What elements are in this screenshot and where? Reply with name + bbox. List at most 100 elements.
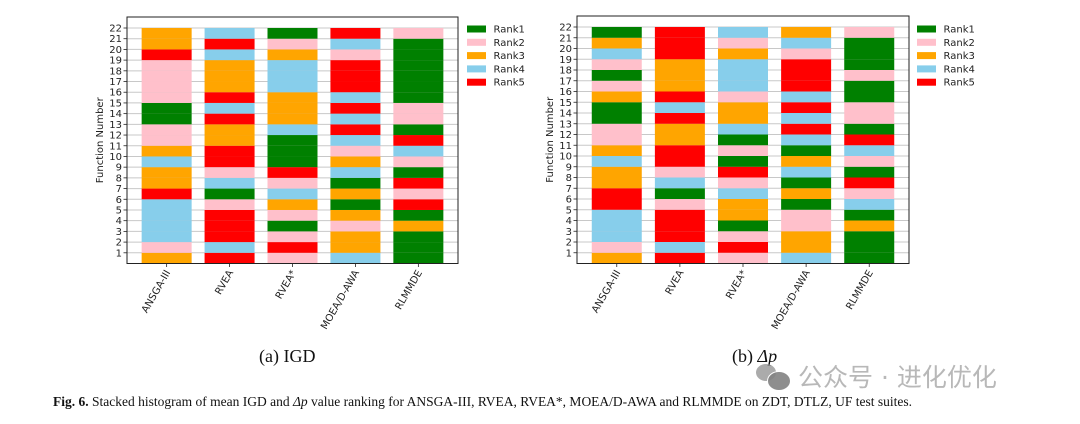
legend-swatch-rank1 (467, 25, 486, 33)
bar-segment-f6 (781, 199, 832, 210)
bar-rvea (718, 27, 768, 264)
legend-swatch-rank4 (917, 65, 936, 73)
bar-segment-f11 (844, 145, 895, 156)
y-tick-label: 18 (559, 66, 572, 77)
bar-segment-f16 (591, 91, 642, 103)
bar-segment-f13 (718, 123, 768, 135)
bar-segment-f6 (654, 199, 705, 210)
bar-segment-f12 (330, 135, 381, 146)
bar-segment-f19 (330, 60, 381, 71)
bar-segment-f19 (591, 59, 642, 70)
bar-segment-f20 (204, 49, 255, 61)
bar-segment-f22 (654, 27, 705, 38)
bar-rvea (654, 27, 705, 264)
bar-segment-f4 (781, 220, 832, 232)
bar-segment-f9 (330, 167, 381, 178)
bar-segment-f18 (204, 70, 255, 82)
bar-rlmmde (844, 27, 895, 264)
subcaption-a: (a) IGD (259, 346, 315, 367)
axes-frame (576, 15, 910, 264)
bar-segment-f7 (330, 188, 381, 200)
bar-segment-f10 (330, 156, 381, 168)
y-tick-label: 12 (559, 130, 572, 141)
bar-segment-f15 (393, 102, 444, 114)
figure-caption-text-1: Stacked histogram of mean IGD and (92, 394, 290, 409)
bar-segment-f6 (591, 199, 642, 210)
bar-segment-f22 (591, 27, 642, 38)
bar-segment-f3 (654, 231, 705, 242)
legend-swatch-rank3 (467, 52, 486, 60)
subcaption-b: (b) Δp (732, 346, 777, 367)
bar-segment-f5 (330, 209, 381, 221)
bar-segment-f18 (141, 70, 192, 82)
legend-swatch-rank3 (917, 52, 936, 60)
bar-segment-f15 (591, 102, 642, 113)
bar-segment-f11 (591, 145, 642, 156)
bar-segment-f4 (141, 220, 192, 232)
y-tick-label: 17 (559, 76, 572, 87)
bar-segment-f3 (204, 231, 255, 243)
bar-segment-f12 (781, 134, 832, 146)
bar-segment-f17 (844, 80, 895, 92)
bar-segment-f17 (267, 81, 318, 93)
y-tick-label: 4 (116, 216, 122, 227)
bar-segment-f22 (844, 27, 895, 38)
watermark: 公众号 · 进化优化 (756, 358, 997, 394)
bar-segment-f18 (844, 70, 895, 81)
bar-segment-f17 (654, 80, 705, 92)
y-tick-label: 15 (559, 98, 572, 109)
deltap-rank-chart: ANSGA-III RVEA RVEA* MOEA/D-AWA RLMMDE123456… (545, 15, 975, 332)
bar-segment-f9 (591, 166, 642, 178)
bar-segment-f17 (718, 80, 768, 92)
y-tick-label: 18 (109, 66, 122, 77)
bar-segment-f11 (718, 145, 768, 156)
bar-segment-f17 (781, 80, 832, 92)
bar-segment-f21 (204, 38, 255, 50)
bar-segment-f12 (844, 134, 895, 146)
bar-segment-f11 (330, 145, 381, 157)
y-tick-label: 9 (116, 163, 122, 174)
bar-segment-f22 (267, 28, 318, 39)
bar-segment-f20 (330, 49, 381, 61)
bar-segment-f9 (844, 166, 895, 178)
bar-segment-f20 (844, 48, 895, 60)
y-tick-label: 12 (109, 131, 122, 142)
figure-caption-text-2: value ranking for ANSGA-III, RVEA, RVEA*… (311, 394, 912, 409)
bar-segment-f22 (718, 27, 768, 38)
y-tick-label: 4 (566, 216, 572, 227)
legend-label-rank1: Rank1 (944, 25, 975, 36)
y-tick-label: 13 (109, 120, 122, 131)
bar-segment-f17 (393, 81, 444, 93)
bar-segment-f4 (330, 220, 381, 232)
bar-segment-f12 (267, 135, 318, 146)
bar-segment-f16 (141, 92, 192, 103)
y-tick-label: 3 (566, 227, 572, 238)
y-tick-label: 7 (566, 184, 572, 195)
bar-segment-f12 (393, 135, 444, 146)
bar-segment-f7 (591, 188, 642, 199)
x-tick-label: MOEA/D-AWA (770, 268, 813, 331)
bar-segment-f9 (718, 166, 768, 178)
bar-segment-f14 (654, 113, 705, 124)
legend: Rank1 Rank2 Rank3 Rank4 Rank5 (917, 25, 975, 89)
bar-segment-f5 (718, 209, 768, 221)
bar-segment-f2 (591, 242, 642, 253)
subcaption-b-metric: Δp (757, 346, 778, 366)
bar-segment-f11 (393, 145, 444, 157)
bar-moea-d-awa (781, 27, 832, 264)
bar-segment-f8 (330, 177, 381, 189)
bar-segment-f18 (267, 70, 318, 82)
y-tick-label: 21 (559, 33, 572, 44)
bar-segment-f7 (844, 188, 895, 199)
bar-rvea (204, 28, 255, 264)
bar-segment-f10 (393, 156, 444, 168)
y-tick-label: 20 (559, 44, 572, 55)
bar-segment-f11 (204, 145, 255, 157)
bar-segment-f5 (267, 209, 318, 221)
bar-segment-f8 (844, 177, 895, 189)
bar-segment-f8 (267, 177, 318, 189)
y-tick-label: 20 (109, 45, 122, 56)
bar-segment-f9 (141, 167, 192, 178)
y-tick-label: 2 (566, 238, 572, 249)
bar-segment-f14 (267, 113, 318, 125)
